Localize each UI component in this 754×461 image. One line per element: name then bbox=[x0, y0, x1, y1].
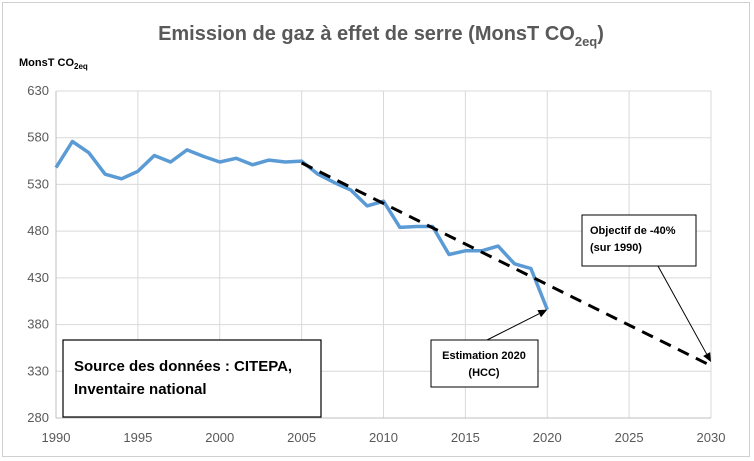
y-tick-label: 380 bbox=[27, 317, 49, 332]
y-tick-label: 630 bbox=[27, 83, 49, 98]
estimation-annotation: Estimation 2020 (HCC) bbox=[430, 309, 548, 388]
objectif-arrow bbox=[657, 265, 708, 355]
objectif-arrowhead bbox=[703, 352, 711, 362]
x-tick-label: 2010 bbox=[369, 430, 398, 445]
estimation-arrow bbox=[484, 313, 540, 342]
source-box bbox=[62, 339, 322, 418]
chart-frame: Emission de gaz à effet de serre (MonsT … bbox=[2, 2, 750, 457]
x-tick-label: 1995 bbox=[123, 430, 152, 445]
y-tick-labels: 280 330 380 430 480 530 580 630 bbox=[27, 83, 49, 425]
y-tick-label: 480 bbox=[27, 223, 49, 238]
estimation-arrowhead bbox=[537, 309, 548, 318]
y-axis-label: MonsT CO2eq bbox=[19, 57, 88, 71]
y-tick-label: 580 bbox=[27, 130, 49, 145]
axes bbox=[55, 91, 711, 419]
source-line-1: Source des données : CITEPA, bbox=[74, 358, 292, 375]
x-tick-label: 2015 bbox=[451, 430, 480, 445]
x-tick-label: 2030 bbox=[697, 430, 726, 445]
chart-svg: Emission de gaz à effet de serre (MonsT … bbox=[19, 23, 726, 445]
x-tick-label: 2020 bbox=[533, 430, 562, 445]
target-trend-line bbox=[300, 161, 712, 368]
source-line-2: Inventaire national bbox=[74, 381, 207, 398]
estimation-box bbox=[430, 339, 539, 388]
y-tick-label: 280 bbox=[27, 410, 49, 425]
objectif-box bbox=[581, 214, 697, 267]
source-annotation: Source des données : CITEPA, Inventaire … bbox=[62, 339, 322, 418]
y-tick-label: 530 bbox=[27, 176, 49, 191]
y-tick-label: 430 bbox=[27, 270, 49, 285]
objectif-line-1: Objectif de -40% bbox=[590, 225, 676, 237]
emissions-line bbox=[54, 139, 549, 311]
objectif-line-2: (sur 1990) bbox=[590, 242, 642, 254]
objectif-annotation: Objectif de -40% (sur 1990) bbox=[581, 214, 711, 362]
x-tick-label: 1990 bbox=[42, 430, 71, 445]
y-tick-label: 330 bbox=[27, 363, 49, 378]
estimation-line-2: (HCC) bbox=[468, 367, 499, 379]
x-tick-label: 2000 bbox=[205, 430, 234, 445]
chart-title: Emission de gaz à effet de serre (MonsT … bbox=[158, 23, 604, 49]
x-tick-label: 2025 bbox=[615, 430, 644, 445]
series-lines bbox=[54, 139, 712, 368]
x-tick-label: 2005 bbox=[287, 430, 316, 445]
x-tick-labels: 1990 1995 2000 2005 2010 2015 2020 2025 2030 bbox=[42, 430, 726, 445]
estimation-line-1: Estimation 2020 bbox=[442, 350, 526, 362]
